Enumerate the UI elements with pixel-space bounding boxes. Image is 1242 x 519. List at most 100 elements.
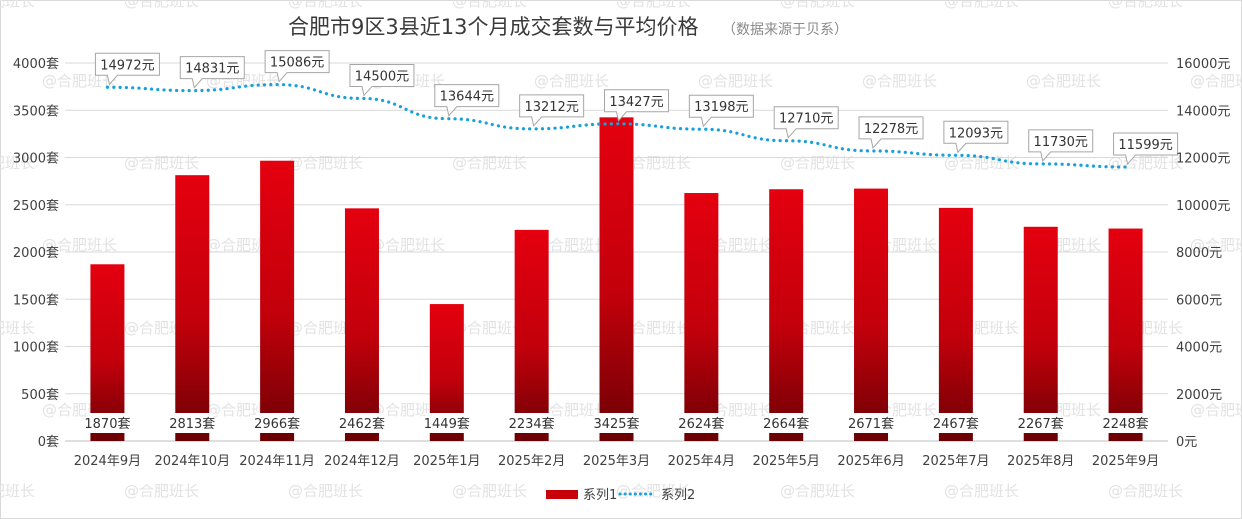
y-right-tick-label: 6000元: [1176, 293, 1222, 308]
watermark-text: @合肥班长: [452, 0, 527, 10]
y-right-tick-label: 10000元: [1176, 199, 1230, 214]
watermark-text: @合肥班长: [1026, 72, 1101, 90]
price-callout: [264, 50, 330, 83]
bar-data-label: 2671套: [848, 416, 894, 432]
x-tick-label: 2024年11月: [239, 454, 315, 469]
price-callout: [858, 116, 924, 149]
y-left-tick-label: 3500套: [13, 103, 59, 119]
price-data-label: 11599元: [1118, 138, 1172, 153]
x-tick-label: 2025年1月: [413, 454, 480, 469]
watermark-text: @合肥班长: [0, 154, 35, 172]
price-callout: [349, 63, 415, 97]
chart-title-group: 合肥市9区3县近13个月成交套数与平均价格 （数据来源于贝系）: [288, 15, 848, 39]
y-left-tick-label: 1000套: [13, 340, 59, 356]
price-callout: [688, 94, 754, 128]
watermark-text: @合肥班长: [1108, 482, 1183, 500]
bar-label-bg: [850, 413, 893, 433]
bar-data-label: 2267套: [1018, 416, 1064, 432]
watermark-text: @合肥班长: [0, 0, 35, 10]
bar-series: 1870套 2813套 2966套 2462套 1449套 2234套 3425套 2624套…: [84, 117, 1149, 442]
watermark-text: @合肥班长: [780, 154, 855, 172]
watermark-text: @合肥班长: [616, 0, 691, 10]
y-right-tick-label: 0元: [1176, 435, 1197, 450]
bar-label-bg: [171, 413, 214, 433]
watermark-text: @合肥班长: [944, 0, 1019, 10]
bar-label-bg: [86, 413, 129, 433]
watermark-text: @合肥班长: [698, 72, 773, 90]
watermark-text: @合肥班长: [452, 319, 527, 337]
price-data-label: 13198元: [694, 100, 748, 115]
bar-label-bg: [340, 413, 383, 433]
line-series: 14972元 14831元 15086元 14500元 13644元 13212元 1342…: [94, 50, 1179, 169]
x-tick-label: 2024年12月: [324, 454, 400, 469]
x-tick-label: 2025年6月: [837, 454, 904, 469]
price-callout: [943, 120, 1009, 154]
chart-title: 合肥市9区3县近13个月成交套数与平均价格: [288, 15, 698, 39]
y-left-tick-label: 2000套: [13, 245, 59, 261]
watermark-text: @合肥班长: [616, 319, 691, 337]
bar-data-label: 2624套: [678, 416, 724, 432]
bar-label-bg: [680, 413, 723, 433]
y-right-tick-label: 12000元: [1176, 152, 1230, 167]
bar-2024年10月: [175, 175, 210, 441]
bar-label-bg: [595, 413, 638, 433]
price-data-label: 13644元: [440, 90, 494, 105]
price-callout: [604, 89, 669, 122]
bar-2025年7月: [938, 207, 973, 441]
watermark-text: @合肥班长: [944, 482, 1019, 500]
bar-2025年2月: [514, 229, 549, 441]
watermark-text: @合肥班长: [0, 482, 35, 500]
price-data-label: 14831元: [185, 62, 239, 77]
bar-data-label: 2813套: [169, 416, 215, 432]
bar-2024年12月: [344, 208, 379, 441]
watermark-text: @合肥班长: [534, 401, 609, 419]
x-tick-label: 2025年8月: [1007, 454, 1074, 469]
price-data-label: 14500元: [355, 69, 409, 84]
price-data-label: 15086元: [270, 56, 324, 71]
watermark-text: @合肥班长: [124, 482, 199, 500]
price-callout: [1113, 132, 1179, 166]
watermark-text: @合肥班长: [1190, 72, 1242, 90]
bar-label-bg: [934, 413, 977, 433]
watermark-text: @合肥班长: [0, 319, 35, 337]
watermark-text: @合肥班长: [862, 72, 937, 90]
watermark-text: @合肥班长: [1190, 401, 1242, 419]
bar-data-label: 2248套: [1103, 416, 1149, 432]
bar-data-label: 2462套: [339, 416, 385, 432]
watermark-text: @合肥班长: [288, 0, 363, 10]
bar-2024年11月: [260, 160, 295, 441]
watermark-text: @合肥班长: [288, 482, 363, 500]
bar-label-bg: [425, 413, 468, 433]
bar-2025年3月: [599, 117, 634, 442]
y-left-tick-label: 500套: [21, 387, 59, 403]
price-data-label: 14972元: [100, 58, 154, 73]
axes: 0套 0元 500套 2000元 1000套 4000元 1500套 6000元 2000套 80…: [13, 56, 1230, 469]
price-callout: [94, 52, 160, 86]
bar-data-label: 2966套: [254, 416, 300, 432]
watermark-text: @合肥班长: [616, 482, 691, 500]
watermark-text: @合肥班长: [288, 154, 363, 172]
watermark-text: @合肥班长: [780, 0, 855, 10]
watermark-text: @合肥班长: [616, 154, 691, 172]
price-line: [105, 82, 1128, 169]
bar-data-label: 1449套: [424, 416, 470, 432]
price-data-label: 12093元: [949, 126, 1003, 141]
watermark-text: @合肥班长: [1108, 0, 1183, 10]
y-right-tick-label: 8000元: [1176, 246, 1222, 261]
watermark-text: @合肥班长: [452, 482, 527, 500]
price-data-label: 12278元: [864, 122, 918, 137]
y-left-tick-label: 4000套: [13, 56, 59, 72]
bar-data-label: 2664套: [763, 416, 809, 432]
bar-2025年9月: [1108, 228, 1143, 441]
y-left-tick-label: 2500套: [13, 198, 59, 214]
legend-label: 系列2: [661, 488, 695, 503]
y-right-tick-label: 4000元: [1176, 341, 1222, 356]
bar-2024年9月: [90, 264, 125, 441]
y-right-tick-label: 14000元: [1176, 104, 1230, 119]
chart-subtitle: （数据来源于贝系）: [722, 22, 848, 38]
price-callout: [179, 56, 245, 89]
price-data-label: 12710元: [779, 112, 833, 127]
bar-2025年4月: [684, 193, 719, 441]
legend: 系列1 系列2: [546, 488, 695, 503]
bar-data-label: 2467套: [933, 416, 979, 432]
